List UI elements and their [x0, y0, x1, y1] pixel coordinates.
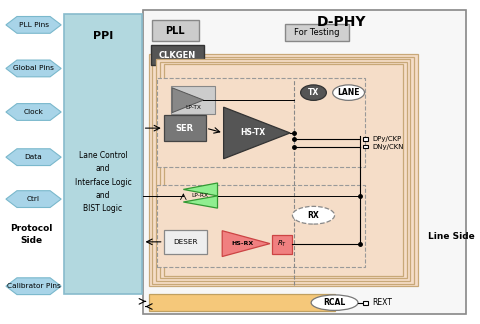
Ellipse shape: [300, 85, 326, 100]
Polygon shape: [222, 231, 270, 257]
Text: $R_T$: $R_T$: [277, 239, 287, 249]
Bar: [164, 64, 403, 276]
Text: PLL: PLL: [166, 26, 185, 36]
Bar: [171, 86, 215, 114]
Text: Data: Data: [24, 154, 42, 160]
Polygon shape: [6, 278, 61, 295]
Ellipse shape: [311, 295, 358, 310]
Text: REXT: REXT: [372, 298, 392, 307]
Bar: [149, 294, 335, 311]
Bar: [164, 115, 206, 141]
Bar: [363, 137, 368, 141]
Text: TX: TX: [308, 88, 319, 97]
Text: LANE: LANE: [337, 88, 360, 97]
Text: RCAL: RCAL: [324, 298, 346, 307]
Bar: [152, 20, 199, 41]
Text: For Testing: For Testing: [294, 28, 340, 37]
Ellipse shape: [333, 85, 364, 100]
Text: LP-RX: LP-RX: [192, 193, 209, 198]
Text: RX: RX: [308, 211, 319, 220]
Text: Lane Control
and
Interface Logic
and
BIST Logic: Lane Control and Interface Logic and BIS…: [75, 151, 132, 213]
Text: SER: SER: [176, 124, 194, 133]
Text: DNy/CKN: DNy/CKN: [372, 144, 404, 149]
Bar: [143, 10, 466, 314]
Text: Calibrator Pins: Calibrator Pins: [7, 283, 60, 289]
Bar: [286, 24, 348, 41]
Text: DPy/CKP: DPy/CKP: [372, 136, 401, 143]
Polygon shape: [6, 149, 61, 166]
Text: Line Side: Line Side: [428, 232, 475, 241]
Bar: [156, 185, 365, 267]
Text: HS-RX: HS-RX: [231, 241, 253, 246]
Text: DESER: DESER: [173, 239, 197, 245]
Polygon shape: [6, 104, 61, 121]
Bar: [149, 54, 418, 286]
Polygon shape: [183, 196, 217, 208]
Polygon shape: [183, 183, 217, 196]
Ellipse shape: [292, 206, 335, 224]
Text: Ctrl: Ctrl: [27, 196, 40, 202]
Polygon shape: [6, 17, 61, 33]
Text: Global Pins: Global Pins: [13, 65, 54, 72]
Bar: [160, 62, 407, 278]
Bar: [363, 145, 368, 148]
Text: Clock: Clock: [24, 109, 44, 115]
Bar: [153, 56, 414, 284]
Polygon shape: [6, 60, 61, 77]
Bar: [164, 230, 207, 254]
Bar: [363, 301, 368, 305]
Text: D-PHY: D-PHY: [317, 15, 366, 29]
Bar: [64, 14, 142, 294]
Text: CLKGEN: CLKGEN: [159, 51, 196, 60]
Text: Protocol
Side: Protocol Side: [11, 224, 53, 245]
Polygon shape: [172, 88, 204, 113]
Text: HS-TX: HS-TX: [240, 128, 265, 137]
Bar: [151, 45, 204, 65]
Polygon shape: [6, 191, 61, 207]
Text: LP-TX: LP-TX: [185, 105, 201, 110]
Bar: [156, 78, 365, 167]
Text: PLL Pins: PLL Pins: [19, 22, 48, 28]
Bar: [272, 235, 292, 254]
Polygon shape: [224, 107, 290, 159]
Bar: [156, 59, 410, 281]
Text: PPI: PPI: [93, 31, 113, 41]
